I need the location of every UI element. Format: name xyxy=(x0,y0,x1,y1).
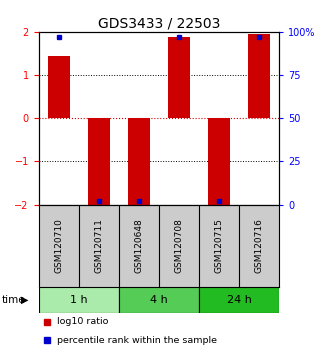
Text: log10 ratio: log10 ratio xyxy=(56,317,108,326)
Bar xyxy=(199,287,279,313)
Bar xyxy=(208,118,230,205)
Text: time: time xyxy=(2,295,25,305)
Text: 24 h: 24 h xyxy=(227,295,252,305)
Bar xyxy=(88,118,110,205)
Title: GDS3433 / 22503: GDS3433 / 22503 xyxy=(98,17,220,31)
Bar xyxy=(168,37,190,118)
Text: GSM120710: GSM120710 xyxy=(54,218,63,273)
Bar xyxy=(48,56,70,118)
Text: 4 h: 4 h xyxy=(150,295,168,305)
Bar xyxy=(39,287,119,313)
Bar xyxy=(128,118,150,205)
Text: percentile rank within the sample: percentile rank within the sample xyxy=(56,336,217,345)
Text: ▶: ▶ xyxy=(21,295,28,305)
Text: GSM120708: GSM120708 xyxy=(174,218,184,273)
Text: GSM120716: GSM120716 xyxy=(255,218,264,273)
Text: 1 h: 1 h xyxy=(70,295,87,305)
Text: GSM120711: GSM120711 xyxy=(94,218,103,273)
Bar xyxy=(119,287,199,313)
Text: GSM120715: GSM120715 xyxy=(214,218,224,273)
Bar xyxy=(248,34,270,118)
Text: GSM120648: GSM120648 xyxy=(134,218,143,273)
